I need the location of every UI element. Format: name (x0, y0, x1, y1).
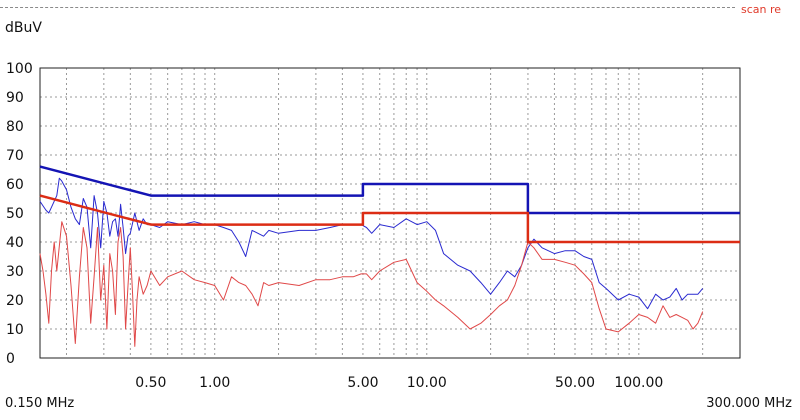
x-tick-label: 100.00 (614, 375, 663, 391)
y-tick-label: 70 (6, 148, 24, 164)
series-line-4 (39, 194, 740, 244)
scan-label: scan re (741, 3, 782, 16)
stop-frequency-label: 300.000 MHz (706, 396, 792, 411)
x-tick-labels: 0.50 1.00 5.00 10.00 50.00 100.00 (135, 375, 663, 391)
y-tick-label: 90 (6, 90, 24, 106)
x-tick-label: 0.50 (135, 375, 166, 391)
y-tick-label: 0 (6, 351, 15, 367)
y-tick-label: 30 (6, 264, 24, 280)
series-line-2 (39, 221, 704, 347)
x-tick-label: 1.00 (199, 375, 230, 391)
series-layer (39, 165, 740, 347)
series-line-1 (39, 177, 704, 310)
y-tick-label: 60 (6, 177, 24, 193)
y-tick-label: 50 (6, 206, 24, 222)
y-tick-label: 10 (6, 322, 24, 338)
series-line-3 (39, 165, 740, 215)
y-tick-label: 100 (6, 61, 33, 77)
x-tick-label: 50.00 (555, 375, 595, 391)
start-frequency-label: 0.150 MHz (5, 396, 75, 411)
y-tick-label: 20 (6, 293, 24, 309)
y-tick-label: 40 (6, 235, 24, 251)
x-tick-label: 5.00 (347, 375, 378, 391)
y-tick-label: 80 (6, 119, 24, 135)
y-unit-label: dBuV (5, 20, 42, 36)
top-dashed-rule (0, 7, 735, 8)
x-tick-label: 10.00 (407, 375, 447, 391)
